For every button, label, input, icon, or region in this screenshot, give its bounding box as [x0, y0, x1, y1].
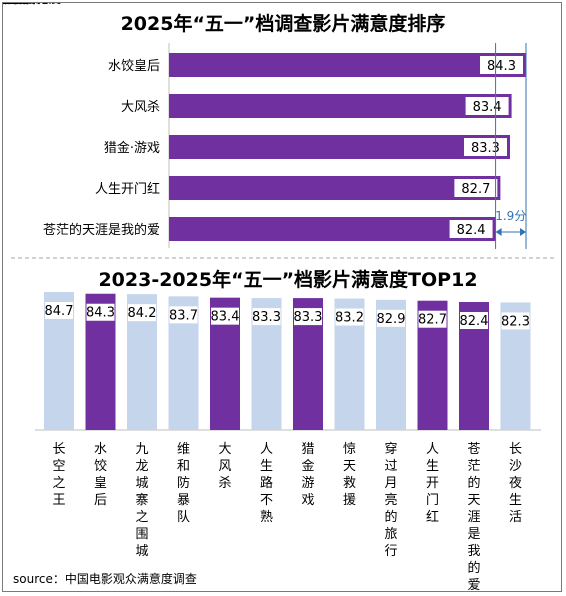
chart1-arrow-head-left: [495, 228, 502, 236]
chart2-value-box: [460, 312, 488, 330]
chart1-value-label: 83.3: [471, 141, 500, 156]
chart2-category-label: 惊天救援惊天救援: [3, 3, 356, 508]
chart1-value-box: [454, 179, 498, 197]
chart1-arrow-head-right: [520, 228, 526, 236]
chart2-value-label: 83.3: [294, 310, 323, 325]
chart2-vertical-bars: 84.7长空之王长空之王84.3水饺皇后水饺皇后84.2九龙城寨之围城九龙城寨之…: [3, 3, 541, 593]
chart2-value-label: 82.9: [377, 312, 406, 327]
chart2-value-box: [335, 308, 364, 326]
chart1-bar: [169, 135, 510, 159]
chart2-value-box: [252, 308, 281, 326]
chart2-value-box: [418, 310, 447, 328]
chart1-title: 2025年“五一”档调查影片满意度排序: [121, 12, 446, 35]
chart1-value-label: 84.3: [487, 59, 516, 74]
chart2-title: 2023-2025年“五一”档影片满意度TOP12: [98, 268, 477, 291]
source-note: source：中国电影观众满意度调查: [13, 571, 197, 586]
chart1-value-box: [463, 138, 507, 156]
chart2-value-box: [86, 303, 115, 321]
chart2-value-box: [211, 307, 239, 325]
chart-canvas: 2025年“五一”档调查影片满意度排序 水饺皇后 84.3 大风杀 83.4 猎金·游戏…: [3, 3, 555, 593]
chart2-category-label: 苍茫的天涯是我的爱苍茫的天涯是我的爱: [3, 3, 481, 593]
chart2-value-box: [377, 309, 405, 327]
chart2-value-label: 84.3: [86, 306, 115, 321]
chart2-value-label: 83.4: [211, 310, 240, 325]
chart1-value-label: 82.4: [457, 223, 486, 238]
chart2-category-label: 水饺皇后水饺皇后: [3, 3, 107, 508]
chart2-value-label: 82.4: [460, 314, 489, 329]
chart1-bar: [169, 94, 512, 118]
chart1-category-label: 猎金·游戏: [104, 140, 160, 156]
chart1-category-label: 人生开门红: [95, 181, 160, 197]
chart1-category-label: 苍茫的天涯是我的爱: [43, 222, 160, 238]
chart2-value-label: 84.2: [128, 306, 157, 321]
chart2-value-label: 83.7: [169, 308, 198, 323]
chart2-value-label: 83.2: [335, 311, 364, 326]
chart1-category-label: 大风杀: [121, 100, 160, 115]
chart2-value-box: [45, 302, 73, 319]
chart1-value-label: 83.4: [473, 100, 502, 115]
chart2-category-label: 猎金游戏猎金游戏: [3, 3, 315, 508]
chart2-value-box: [294, 308, 322, 326]
chart1-bar: [169, 176, 501, 200]
chart2-value-label: 82.7: [418, 313, 447, 328]
chart2-value-label: 83.3: [252, 310, 281, 325]
chart1-value-box: [449, 220, 493, 238]
chart1-diff-label: 1.9分: [495, 209, 526, 223]
chart1-value-box: [465, 97, 509, 115]
chart1-value-box: [480, 56, 523, 74]
chart1-bar: [169, 217, 496, 241]
chart1-bar: [169, 53, 526, 77]
chart2-value-box: [128, 304, 156, 322]
chart2-category-label: 长空之王长空之王: [3, 3, 66, 508]
chart2-value-box: [169, 306, 198, 324]
chart1-value-label: 82.7: [461, 182, 490, 197]
chart2-value-box: [501, 312, 530, 330]
chart2-value-label: 82.3: [501, 314, 530, 329]
chart1-horizontal-bars: 水饺皇后 84.3 大风杀 83.4 猎金·游戏 83.3 人生开门红 82.7 苍茫的天涯是我…: [43, 43, 527, 249]
chart1-category-label: 水饺皇后: [108, 59, 160, 74]
chart2-value-label: 84.7: [45, 304, 74, 319]
